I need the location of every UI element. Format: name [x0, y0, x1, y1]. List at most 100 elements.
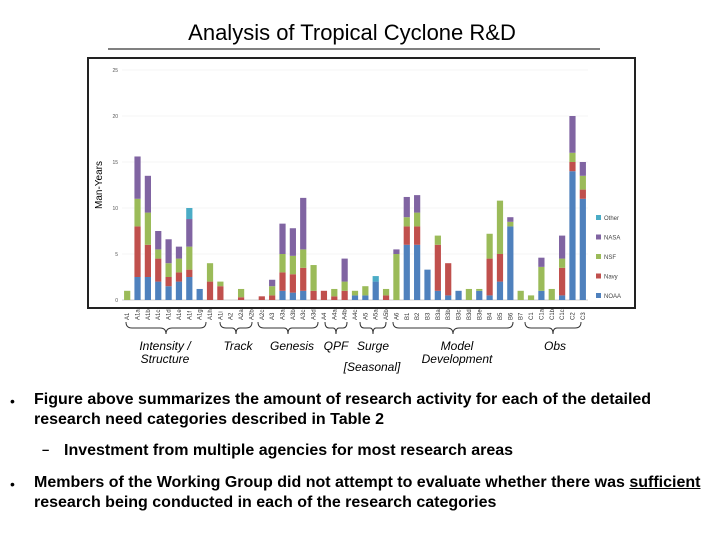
- bar-segment: [331, 296, 338, 300]
- x-tick-label: A3b: [291, 309, 297, 320]
- bar-segment: [434, 235, 441, 245]
- x-tick-label: A5: [363, 312, 369, 320]
- bar-segment: [341, 281, 348, 291]
- bar-segment: [382, 295, 390, 300]
- x-tick-label: B1: [405, 312, 411, 320]
- bar-segment: [186, 208, 193, 220]
- legend-label: NOAA: [604, 294, 621, 300]
- x-tick-label: A3c: [301, 310, 307, 320]
- bar-segment: [320, 290, 328, 300]
- bar-segment: [269, 286, 276, 296]
- bar-segment: [269, 295, 276, 300]
- x-tick-label: A6: [394, 312, 400, 320]
- bar-segment: [579, 175, 586, 190]
- bar-segment: [559, 267, 566, 296]
- bar-segment: [403, 217, 410, 227]
- bar-segment: [507, 221, 514, 227]
- bar-segment: [434, 244, 441, 291]
- bar-segment: [538, 266, 545, 291]
- bar-segment: [414, 195, 421, 213]
- y-tick-label: 20: [112, 114, 118, 120]
- bar-segment: [382, 288, 390, 296]
- bar-segment: [165, 263, 172, 277]
- y-tick-label: 15: [112, 160, 118, 166]
- group-braces: [125, 321, 582, 335]
- bar-segment: [476, 290, 483, 300]
- x-tick-label: A1f: [187, 311, 193, 320]
- underlined-word: sufficient: [629, 474, 701, 491]
- bar-segment: [341, 258, 348, 282]
- bar-segment: [155, 249, 162, 259]
- bar-segment: [569, 152, 576, 162]
- x-tick-label: A1i: [218, 311, 224, 320]
- group-label: Genesis: [270, 339, 314, 353]
- bar-segment: [351, 290, 359, 296]
- legend-label: Other: [604, 216, 619, 222]
- group-label: Intensity / Structure: [139, 339, 192, 366]
- x-tick-label: C3: [581, 312, 587, 320]
- bar-segment: [196, 288, 203, 300]
- bullet-text: Members of the Working Group did not att…: [34, 473, 710, 513]
- x-tick-label: C1: [529, 312, 535, 320]
- bar-segment: [496, 281, 504, 300]
- bar-segment: [486, 233, 493, 259]
- bar-segment: [331, 288, 338, 297]
- x-tick-label: A1h: [208, 309, 214, 320]
- x-tick-label: A3a: [281, 309, 287, 320]
- x-tick-label: A1d: [167, 309, 173, 320]
- x-tick-label: A2b: [249, 309, 255, 320]
- bar-segment: [414, 226, 421, 245]
- bar-segment: [569, 171, 576, 300]
- legend-label: NASA: [604, 236, 620, 242]
- y-tick-label: 10: [112, 206, 118, 212]
- bar-segment: [206, 263, 214, 282]
- bar-segment: [496, 200, 504, 254]
- y-tick-label: 0: [115, 298, 118, 304]
- bar-segment: [579, 189, 586, 199]
- x-tick-label: A4a: [332, 309, 338, 320]
- bar-segment: [144, 244, 151, 277]
- bar-segment: [175, 258, 183, 273]
- bar-segment: [538, 257, 545, 267]
- bar-segment: [393, 254, 400, 300]
- bar-segment: [559, 295, 566, 300]
- group-label: Obs: [544, 339, 566, 353]
- bar-segment: [507, 217, 514, 222]
- bar-segment: [289, 255, 296, 275]
- bar-segment: [124, 290, 131, 300]
- bar-segment: [310, 265, 317, 291]
- legend-swatch: [596, 273, 601, 279]
- x-tick-label: B3c: [457, 310, 463, 320]
- slide-title: Analysis of Tropical Cyclone R&D: [188, 20, 516, 45]
- x-tick-label: A3: [270, 312, 276, 320]
- bar-segment: [144, 212, 151, 245]
- bar-segment: [289, 292, 296, 300]
- bar-segment: [579, 198, 586, 300]
- bar-segment: [445, 263, 452, 296]
- bar-segment: [362, 286, 369, 296]
- bar-segment: [445, 295, 452, 300]
- bar-segment: [414, 244, 421, 300]
- bar-segment: [300, 290, 307, 300]
- bar-segment: [300, 249, 307, 268]
- bar-segment: [486, 258, 493, 296]
- x-tick-label: B3: [425, 312, 431, 320]
- bar-segment: [186, 269, 193, 277]
- x-tick-label: B5: [498, 312, 504, 320]
- sub-bullet-text: Investment from multiple agencies for mo…: [64, 442, 514, 459]
- bar-segment: [217, 281, 224, 287]
- legend-swatch: [596, 293, 601, 298]
- x-tick-label: A1: [125, 312, 131, 320]
- bar-segment: [569, 116, 576, 153]
- bar-segment: [341, 290, 348, 300]
- x-tick-label: C2: [570, 312, 576, 320]
- bar-segment: [186, 219, 193, 247]
- bar-segment: [403, 244, 410, 300]
- legend-swatch: [596, 234, 601, 240]
- bar-segment: [517, 290, 524, 300]
- bar-segment: [165, 239, 172, 264]
- x-tick-label: A1e: [177, 309, 183, 320]
- bar-segment: [134, 277, 141, 300]
- bar-segment: [237, 288, 245, 298]
- bullet-text: Figure above summarizes the amount of re…: [34, 391, 652, 428]
